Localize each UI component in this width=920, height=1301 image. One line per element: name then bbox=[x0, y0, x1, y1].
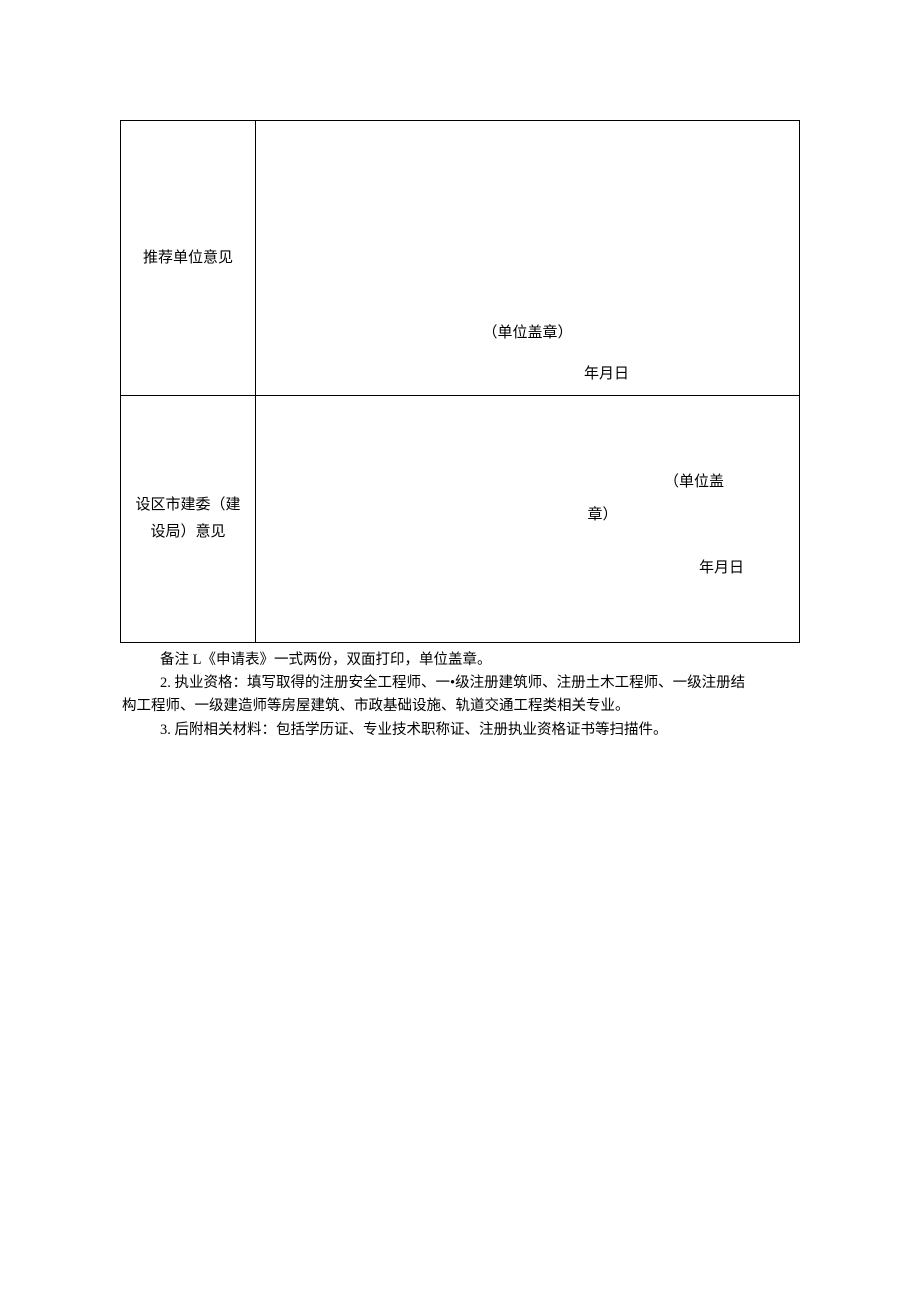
row1-label-cell: 推荐单位意见 bbox=[121, 121, 256, 396]
row2-stamp-line1: （单位盖 bbox=[446, 466, 759, 499]
table-row: 推荐单位意见 （单位盖章） 年月日 bbox=[121, 121, 800, 396]
row1-stamp-text: （单位盖章） bbox=[482, 321, 572, 342]
row2-stamp-wrap: （单位盖 章） bbox=[446, 466, 759, 532]
note-line-2b: 构工程师、一级建造师等房屋建筑、市政基础设施、轨道交通工程类相关专业。 bbox=[122, 695, 798, 718]
row2-date-text: 年月日 bbox=[699, 556, 744, 577]
note-line-3: 3. 后附相关材料：包括学历证、专业技术职称证、注册执业资格证书等扫描件。 bbox=[122, 719, 798, 742]
row1-content-cell: （单位盖章） 年月日 bbox=[256, 121, 800, 396]
row1-label: 推荐单位意见 bbox=[143, 250, 233, 266]
row2-label: 设区市建委（建设局）意见 bbox=[135, 497, 240, 540]
row1-date-text: 年月日 bbox=[584, 362, 629, 383]
approval-table: 推荐单位意见 （单位盖章） 年月日 设区市建委（建设局）意见 （单位盖 章） 年… bbox=[120, 120, 800, 643]
row2-content-cell: （单位盖 章） 年月日 bbox=[256, 396, 800, 643]
notes-section: 备注 L《申请表》一式两份，双面打印，单位盖章。 2. 执业资格：填写取得的注册… bbox=[120, 649, 800, 742]
row2-label-cell: 设区市建委（建设局）意见 bbox=[121, 396, 256, 643]
note-line-2a: 2. 执业资格：填写取得的注册安全工程师、一•级注册建筑师、注册土木工程师、一级… bbox=[122, 672, 798, 695]
row2-stamp-line2: 章） bbox=[446, 499, 759, 532]
note-line-1: 备注 L《申请表》一式两份，双面打印，单位盖章。 bbox=[122, 649, 798, 672]
page-container: 推荐单位意见 （单位盖章） 年月日 设区市建委（建设局）意见 （单位盖 章） 年… bbox=[0, 0, 920, 742]
table-row: 设区市建委（建设局）意见 （单位盖 章） 年月日 bbox=[121, 396, 800, 643]
